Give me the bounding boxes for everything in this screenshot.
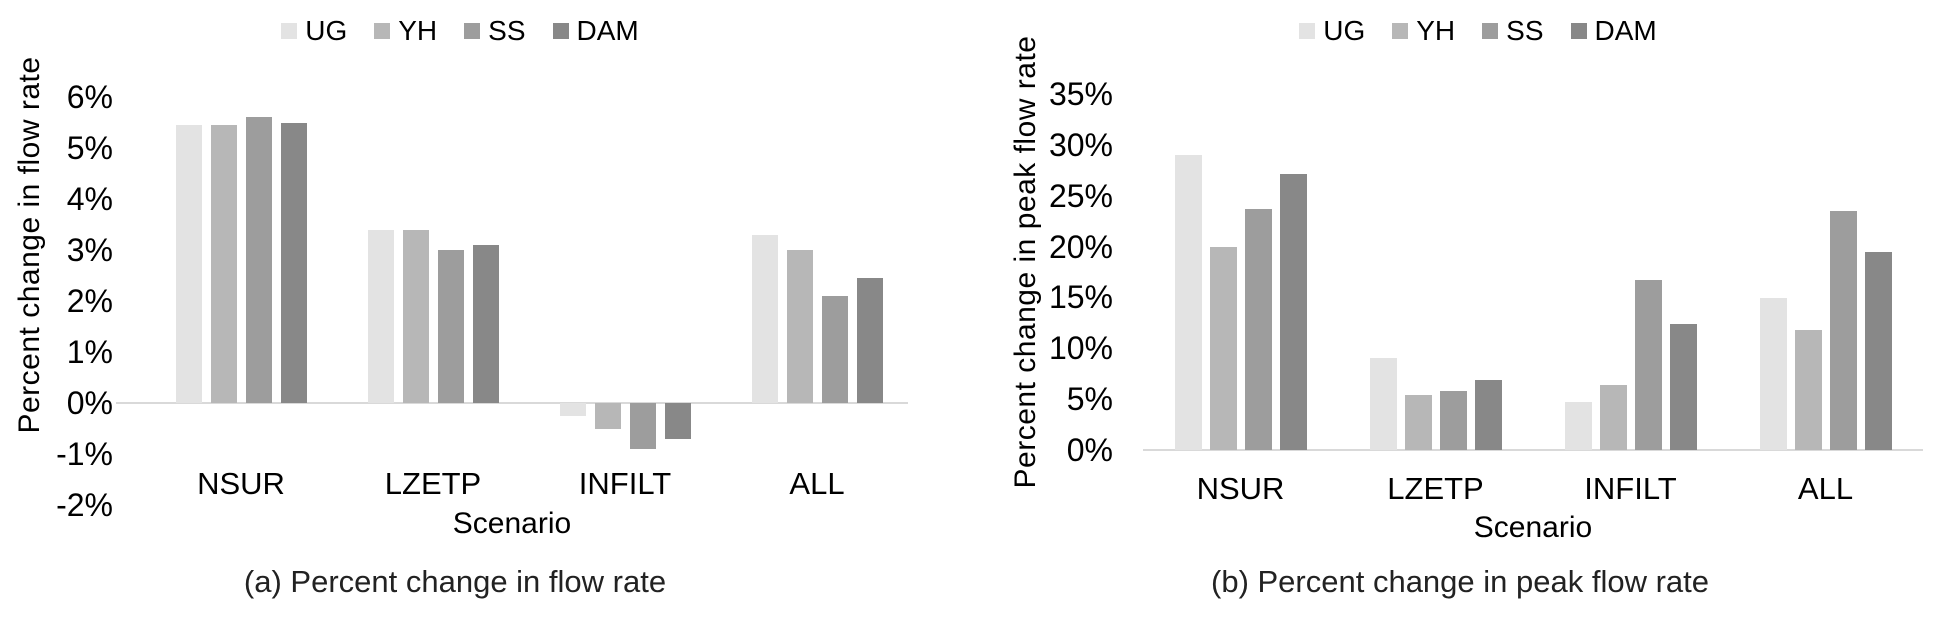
y-tick-label: 1% <box>66 334 113 370</box>
bar-infilt-dam <box>1669 323 1697 450</box>
chart-panel-flow-rate: UG YH SS DAM Percent change in flow rate 6%… <box>0 0 955 623</box>
plot-area <box>116 97 908 505</box>
bar-infilt-ss <box>1634 280 1662 450</box>
bar-lzetp-ug <box>367 229 394 403</box>
y-tick-label: 15% <box>1048 279 1113 316</box>
bar-all-yh <box>786 250 813 403</box>
x-axis-labels: NSUR LZETP INFILT ALL <box>1143 471 1923 507</box>
y-tick-label: 5% <box>1066 381 1113 418</box>
zero-baseline <box>1143 449 1923 451</box>
bar-infilt-ss <box>629 403 656 449</box>
legend-item-dam: DAM <box>1570 15 1657 46</box>
bar-lzetp-yh <box>1404 395 1432 450</box>
bar-nsur-yh <box>1209 246 1237 450</box>
legend-label: SS <box>1506 15 1544 46</box>
x-tick-label-nsur: NSUR <box>197 466 285 501</box>
legend-swatch-icon <box>1299 23 1316 39</box>
legend-item-dam: DAM <box>552 15 639 46</box>
legend-swatch-icon <box>1482 23 1499 39</box>
y-tick-label: -2% <box>56 487 113 523</box>
bar-all-dam <box>856 278 883 403</box>
legend-item-ss: SS <box>464 15 526 46</box>
y-tick-label: 30% <box>1048 126 1113 163</box>
legend-swatch-icon <box>464 23 481 39</box>
bar-infilt-yh <box>594 403 621 429</box>
legend-item-yh: YH <box>374 16 437 46</box>
plot-area <box>1143 94 1923 451</box>
y-tick-label: 6% <box>66 79 113 115</box>
y-tick-label: 35% <box>1048 76 1113 112</box>
bar-nsur-dam <box>280 122 307 403</box>
bar-lzetp-ss <box>1439 391 1467 450</box>
legend-label: DAM <box>576 15 639 46</box>
bar-lzetp-yh <box>402 229 429 403</box>
x-axis-title: Scenario <box>452 507 572 540</box>
y-tick-label: -1% <box>56 436 113 472</box>
x-tick-label-infilt: INFILT <box>578 466 672 501</box>
x-tick-label-lzetp: LZETP <box>384 466 482 501</box>
bar-all-ug <box>751 234 778 403</box>
legend-item-yh: YH <box>1392 16 1455 46</box>
legend-item-ug: UG <box>1299 16 1365 46</box>
legend-label: YH <box>398 15 438 46</box>
legend-label: UG <box>305 15 348 46</box>
bar-all-ss <box>821 295 848 403</box>
bar-lzetp-ss <box>437 250 464 403</box>
y-tick-label: 25% <box>1048 177 1113 214</box>
y-tick-label: 0% <box>1066 432 1113 468</box>
bar-infilt-dam <box>664 403 691 439</box>
x-axis-title: Scenario <box>1473 511 1593 544</box>
chart-panel-peak-flow-rate: UG YH SS DAM Percent change in peak flow ra… <box>955 0 1945 623</box>
legend-item-ug: UG <box>281 16 347 46</box>
legend-swatch-icon <box>281 23 298 39</box>
x-tick-label-all: ALL <box>789 466 845 501</box>
y-tick-label: 10% <box>1048 330 1113 367</box>
bar-nsur-ug <box>175 125 202 403</box>
legend-label: DAM <box>1594 15 1657 46</box>
x-tick-label-infilt: INFILT <box>1584 471 1677 506</box>
bar-lzetp-dam <box>1474 379 1502 450</box>
x-tick-label-all: ALL <box>1797 471 1854 506</box>
bar-infilt-ug <box>1564 402 1592 450</box>
legend-swatch-icon <box>374 23 391 39</box>
chart-caption: (b) Percent change in peak flow rate <box>1211 564 1709 599</box>
legend-item-ss: SS <box>1482 15 1544 46</box>
y-tick-label: 3% <box>66 232 113 268</box>
bar-infilt-yh <box>1599 384 1627 450</box>
bar-nsur-yh <box>210 125 237 403</box>
bar-all-ss <box>1829 210 1857 450</box>
bar-lzetp-ug <box>1369 358 1397 450</box>
legend: UG YH SS DAM <box>1088 13 1868 49</box>
legend-label: SS <box>488 15 526 46</box>
legend-swatch-icon <box>1570 23 1587 39</box>
legend-swatch-icon <box>1392 23 1409 39</box>
bar-nsur-ss <box>1244 208 1272 450</box>
bar-nsur-dam <box>1279 174 1307 450</box>
y-tick-label: 4% <box>66 181 113 217</box>
legend-label: UG <box>1323 15 1366 46</box>
zero-baseline <box>116 402 908 404</box>
chart-caption: (a) Percent change in flow rate <box>243 564 667 599</box>
x-axis-labels: NSUR LZETP INFILT ALL <box>116 466 908 502</box>
bar-all-ug <box>1759 298 1787 450</box>
legend-swatch-icon <box>552 23 569 39</box>
legend: UG YH SS DAM <box>64 13 856 49</box>
y-tick-label: 20% <box>1048 228 1113 265</box>
bar-lzetp-dam <box>472 244 499 403</box>
x-tick-label-nsur: NSUR <box>1196 471 1285 506</box>
bar-infilt-ug <box>559 403 586 416</box>
y-tick-label: 0% <box>66 385 113 421</box>
y-tick-label: 2% <box>66 283 113 319</box>
x-tick-label-lzetp: LZETP <box>1387 471 1484 506</box>
y-tick-label: 5% <box>66 130 113 166</box>
bar-all-yh <box>1794 329 1822 450</box>
bar-all-dam <box>1864 251 1892 450</box>
legend-label: YH <box>1416 15 1456 46</box>
bar-nsur-ug <box>1174 155 1202 450</box>
bar-nsur-ss <box>245 117 272 403</box>
